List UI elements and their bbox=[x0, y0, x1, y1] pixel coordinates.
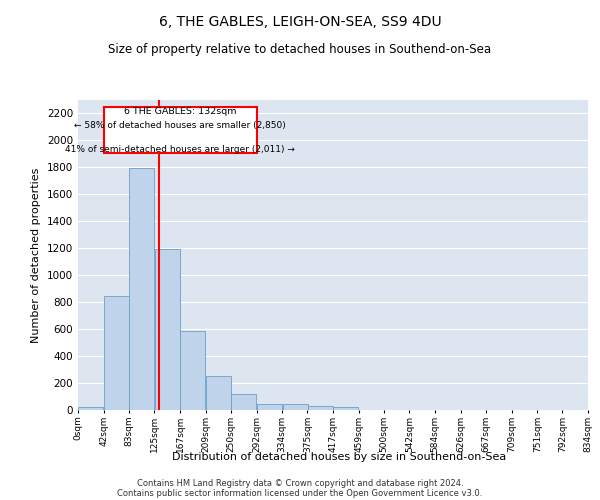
Text: ← 58% of detached houses are smaller (2,850): ← 58% of detached houses are smaller (2,… bbox=[74, 120, 286, 130]
Text: 6 THE GABLES: 132sqm: 6 THE GABLES: 132sqm bbox=[124, 106, 236, 116]
Bar bbox=[79, 406, 103, 410]
Bar bbox=[104, 296, 129, 410]
Bar bbox=[308, 406, 332, 410]
Text: 41% of semi-detached houses are larger (2,011) →: 41% of semi-detached houses are larger (… bbox=[65, 146, 295, 154]
Text: Distribution of detached houses by size in Southend-on-Sea: Distribution of detached houses by size … bbox=[172, 452, 506, 462]
Bar bbox=[283, 404, 308, 410]
FancyBboxPatch shape bbox=[104, 106, 257, 152]
Text: Contains HM Land Registry data © Crown copyright and database right 2024.: Contains HM Land Registry data © Crown c… bbox=[137, 478, 463, 488]
Bar bbox=[155, 249, 180, 410]
Y-axis label: Number of detached properties: Number of detached properties bbox=[31, 168, 41, 342]
Bar bbox=[257, 404, 282, 410]
Text: Size of property relative to detached houses in Southend-on-Sea: Size of property relative to detached ho… bbox=[109, 42, 491, 56]
Bar bbox=[206, 376, 231, 410]
Bar bbox=[231, 394, 256, 410]
Text: Contains public sector information licensed under the Open Government Licence v3: Contains public sector information licen… bbox=[118, 488, 482, 498]
Text: 6, THE GABLES, LEIGH-ON-SEA, SS9 4DU: 6, THE GABLES, LEIGH-ON-SEA, SS9 4DU bbox=[158, 15, 442, 29]
Bar bbox=[129, 168, 154, 410]
Bar bbox=[334, 408, 358, 410]
Bar bbox=[181, 331, 205, 410]
